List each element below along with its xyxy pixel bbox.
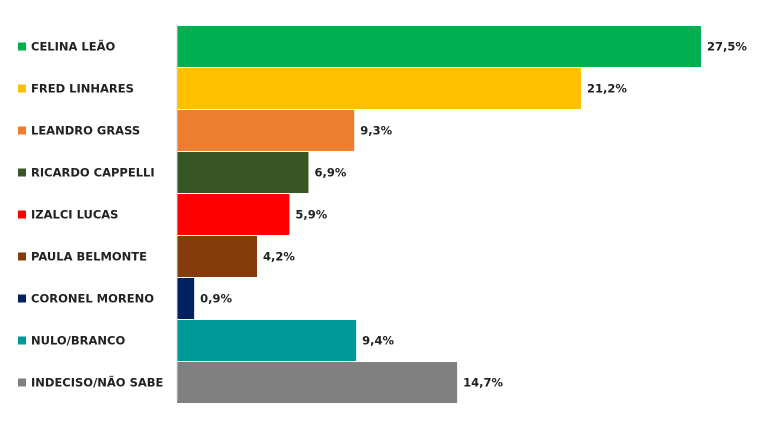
legend-swatch: [18, 42, 26, 51]
legend-swatch: [18, 294, 26, 303]
value-label: 14,7%: [463, 376, 503, 390]
bar: [177, 110, 355, 151]
bar: [177, 26, 701, 67]
value-label: 4,2%: [263, 250, 295, 264]
value-label: 9,3%: [360, 124, 392, 138]
legend-swatch: [18, 336, 26, 345]
legend-swatch: [18, 378, 26, 387]
value-label: 5,9%: [295, 208, 327, 222]
bar: [177, 152, 309, 193]
legend-swatch: [18, 84, 26, 93]
value-labels: 27,5% 21,2% 9,3% 6,9% 5,9% 4,2% 0,9% 9,4% 14,7%: [200, 40, 747, 390]
bar: [177, 278, 195, 319]
category-label: CELINA LEÃO: [31, 39, 116, 54]
legend-swatch: [18, 168, 26, 177]
value-label: 9,4%: [362, 334, 394, 348]
value-label: 21,2%: [587, 82, 627, 96]
value-label: 6,9%: [314, 166, 346, 180]
bar: [177, 68, 581, 109]
legend-swatch: [18, 126, 26, 135]
bar: [177, 362, 458, 403]
category-label: IZALCI LUCAS: [31, 208, 118, 222]
value-label: 27,5%: [707, 40, 747, 54]
category-label: NULO/BRANCO: [31, 334, 125, 348]
legend-swatch: [18, 252, 26, 261]
legend-swatch: [18, 210, 26, 219]
bars: [177, 26, 701, 403]
category-label: LEANDRO GRASS: [31, 124, 140, 138]
bar: [177, 194, 290, 235]
legend: CELINA LEÃO FRED LINHARES LEANDRO GRASS RIC…: [18, 39, 164, 390]
category-label: RICARDO CAPPELLI: [31, 166, 155, 180]
category-label: PAULA BELMONTE: [31, 250, 147, 264]
bar: [177, 236, 258, 277]
bar: [177, 320, 357, 361]
value-label: 0,9%: [200, 292, 232, 306]
category-label: INDECISO/NÃO SABE: [31, 375, 164, 390]
category-label: CORONEL MORENO: [31, 292, 154, 306]
category-label: FRED LINHARES: [31, 82, 134, 96]
